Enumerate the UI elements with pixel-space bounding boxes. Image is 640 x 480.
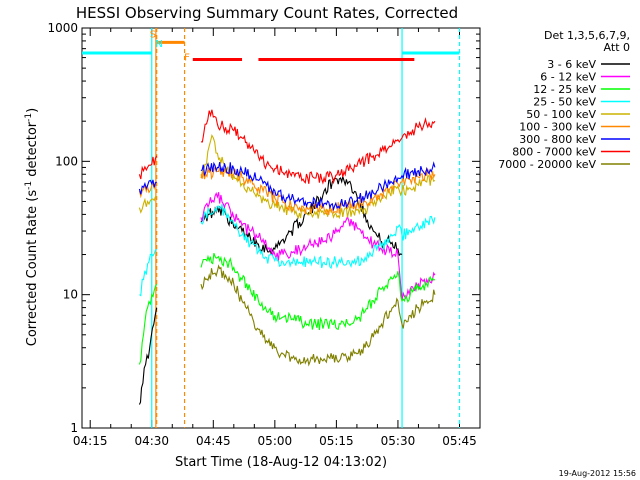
series-line: [200, 161, 436, 212]
x-axis-label: Start Time (18-Aug-12 04:13:02): [175, 455, 387, 470]
legend-label: 50 - 100 keV: [526, 108, 596, 121]
x-tick-label: 04:45: [196, 434, 231, 448]
series-line: [200, 204, 436, 270]
series-line: [138, 283, 158, 365]
series-line: [138, 155, 158, 180]
legend-label: 7000 - 20000 keV: [498, 158, 596, 171]
interval-flag-label: S: [150, 29, 156, 40]
legend-label: 6 - 12 keV: [540, 71, 596, 84]
series-line: [200, 264, 436, 367]
series-line: [200, 192, 436, 301]
legend-label: 800 - 7000 keV: [512, 146, 596, 159]
legend-label: 300 - 800 keV: [519, 133, 596, 146]
x-tick-label: 05:00: [258, 434, 293, 448]
y-axis-label: Corrected Count Rate (s-1 detector-1): [24, 108, 40, 346]
plot-area: 1 10 100 1000 04:15 04:30 04:45 05:00 05:15 05:30…: [47, 21, 481, 448]
interval-flag-label: N: [155, 39, 162, 50]
interval-flag-label: F: [184, 53, 190, 64]
y-label-part-3: detector: [25, 121, 40, 181]
y-tick-label: 1: [70, 421, 78, 435]
series-line: [200, 134, 436, 220]
y-tick-label: 100: [55, 154, 78, 168]
y-label-part-1: Corrected Count Rate (s: [25, 190, 40, 347]
legend-label: 100 - 300 keV: [519, 121, 596, 134]
series-line: [138, 182, 157, 199]
x-tick-label: 04:30: [134, 434, 169, 448]
x-tick-label: 05:30: [381, 434, 416, 448]
y-tick-label: 10: [63, 288, 78, 302]
chart-title: HESSI Observing Summary Count Rates, Cor…: [76, 4, 458, 22]
y-tick-label: 1000: [47, 21, 78, 35]
y-label-part-2: -1: [24, 181, 34, 190]
series-line: [138, 307, 158, 405]
legend-label: 3 - 6 keV: [547, 58, 596, 71]
series-line: [200, 253, 436, 331]
x-tick-label: 05:15: [319, 434, 354, 448]
legend-label: 25 - 50 keV: [533, 96, 596, 109]
y-label-part-4: -1: [24, 113, 34, 122]
series-line: [200, 176, 403, 257]
series-line: [138, 195, 157, 214]
series-line: [200, 109, 436, 185]
legend-title-line-1: Det 1,3,5,6,7,9,: [544, 29, 630, 42]
series-line: [138, 179, 157, 195]
legend-title-line-2: Att 0: [604, 41, 630, 54]
series-line: [139, 248, 158, 297]
timestamp: 19-Aug-2012 15:56: [559, 469, 636, 478]
x-tick-label: 04:15: [73, 434, 108, 448]
x-tick-label: 05:45: [442, 434, 477, 448]
y-label-part-5: ): [25, 108, 40, 113]
series-line: [200, 164, 436, 216]
plot-frame: [81, 27, 481, 429]
legend-label: 12 - 25 keV: [533, 83, 596, 96]
